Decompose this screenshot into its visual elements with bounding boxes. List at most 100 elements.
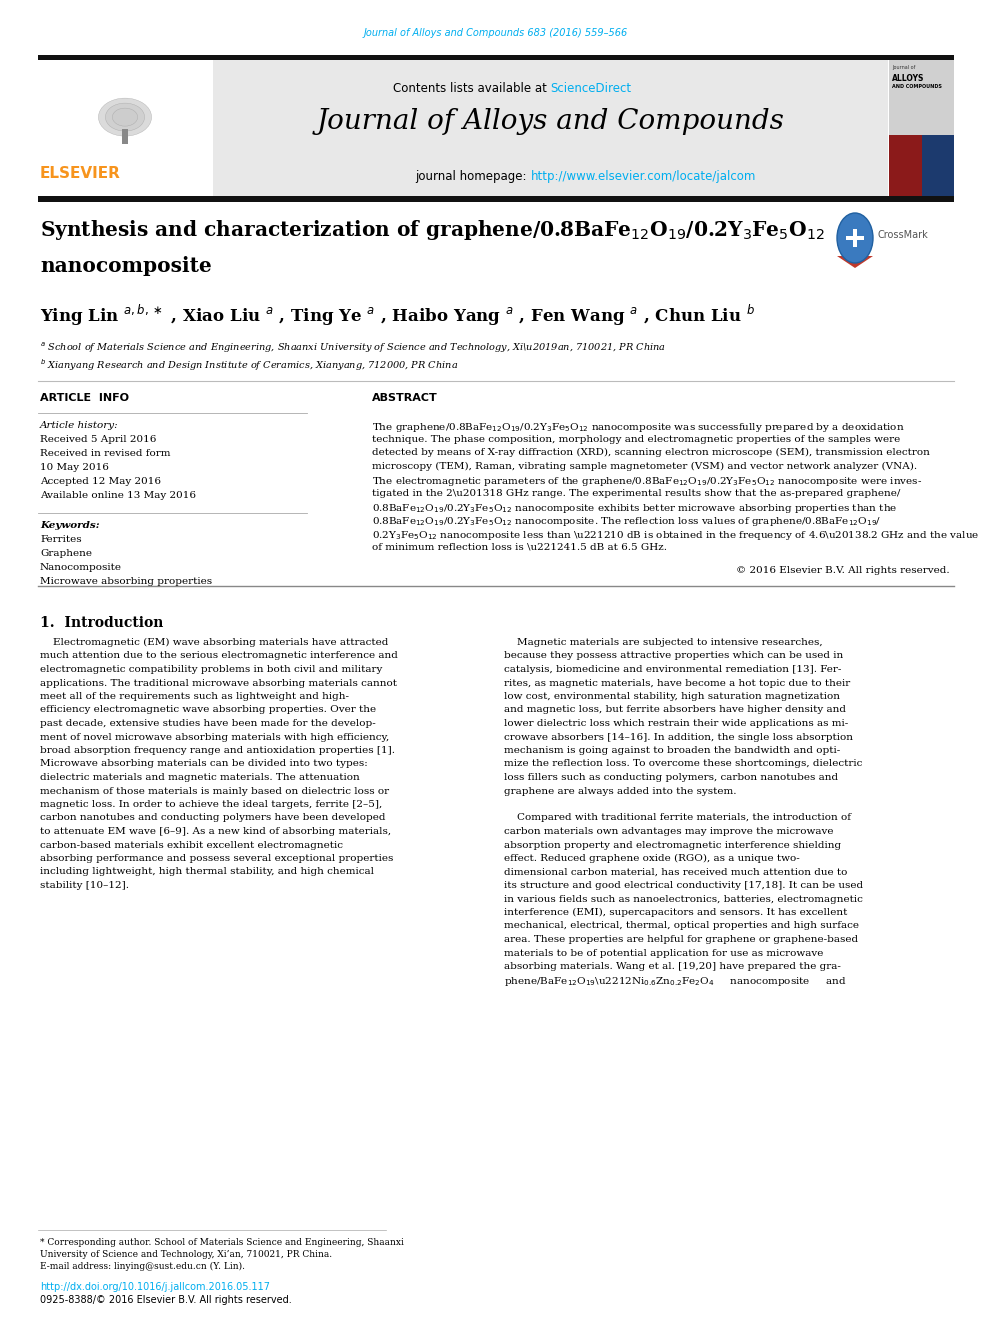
Text: 0925-8388/© 2016 Elsevier B.V. All rights reserved.: 0925-8388/© 2016 Elsevier B.V. All right… [40,1295,292,1304]
Text: absorbing materials. Wang et al. [19,20] have prepared the gra-: absorbing materials. Wang et al. [19,20]… [504,962,841,971]
Text: absorption property and electromagnetic interference shielding: absorption property and electromagnetic … [504,840,841,849]
Text: Graphene: Graphene [40,549,92,558]
Text: much attention due to the serious electromagnetic interference and: much attention due to the serious electr… [40,651,398,660]
Text: detected by means of X-ray diffraction (XRD), scanning electron microscope (SEM): detected by means of X-ray diffraction (… [372,448,930,458]
Bar [922,135,954,196]
Text: Received in revised form: Received in revised form [40,448,171,458]
Text: 0.8BaFe$_{12}$O$_{19}$/0.2Y$_3$Fe$_5$O$_{12}$ nanocomposite exhibits better micr: 0.8BaFe$_{12}$O$_{19}$/0.2Y$_3$Fe$_5$O$_… [372,501,898,515]
Text: including lightweight, high thermal stability, and high chemical: including lightweight, high thermal stab… [40,868,374,877]
Ellipse shape [837,213,873,263]
Text: of minimum reflection loss is \u221241.5 dB at 6.5 GHz.: of minimum reflection loss is \u221241.5… [372,542,668,552]
Bar [38,56,954,60]
Text: dimensional carbon material, has received much attention due to: dimensional carbon material, has receive… [504,868,847,877]
Text: dielectric materials and magnetic materials. The attenuation: dielectric materials and magnetic materi… [40,773,360,782]
Text: mechanism is going against to broaden the bandwidth and opti-: mechanism is going against to broaden th… [504,746,840,755]
Text: crowave absorbers [14–16]. In addition, the single loss absorption: crowave absorbers [14–16]. In addition, … [504,733,853,741]
Ellipse shape [98,98,152,136]
Text: 0.8BaFe$_{12}$O$_{19}$/0.2Y$_3$Fe$_5$O$_{12}$ nanocomposite. The reflection loss: 0.8BaFe$_{12}$O$_{19}$/0.2Y$_3$Fe$_5$O$_… [372,516,882,528]
Text: meet all of the requirements such as lightweight and high-: meet all of the requirements such as lig… [40,692,349,701]
Text: $^{b}$ Xianyang Research and Design Institute of Ceramics, Xianyang, 712000, PR : $^{b}$ Xianyang Research and Design Inst… [40,357,458,373]
Text: ALLOYS: ALLOYS [892,74,925,83]
Text: Contents lists available at: Contents lists available at [393,82,551,95]
Text: Synthesis and characterization of graphene/0.8BaFe$_{12}$O$_{19}$/0.2Y$_3$Fe$_5$: Synthesis and characterization of graphe… [40,218,824,242]
Text: loss fillers such as conducting polymers, carbon nanotubes and: loss fillers such as conducting polymers… [504,773,838,782]
Text: ScienceDirect: ScienceDirect [551,82,632,95]
Text: * Corresponding author. School of Materials Science and Engineering, Shaanxi: * Corresponding author. School of Materi… [40,1238,404,1248]
Text: mechanism of those materials is mainly based on dielectric loss or: mechanism of those materials is mainly b… [40,786,389,795]
Text: University of Science and Technology, Xi’an, 710021, PR China.: University of Science and Technology, Xi… [40,1250,332,1259]
Text: Microwave absorbing properties: Microwave absorbing properties [40,577,212,586]
Text: magnetic loss. In order to achieve the ideal targets, ferrite [2–5],: magnetic loss. In order to achieve the i… [40,800,382,808]
Text: The graphene/0.8BaFe$_{12}$O$_{19}$/0.2Y$_3$Fe$_5$O$_{12}$ nanocomposite was suc: The graphene/0.8BaFe$_{12}$O$_{19}$/0.2Y… [372,421,905,434]
Text: area. These properties are helpful for graphene or graphene-based: area. These properties are helpful for g… [504,935,858,945]
Text: Nanocomposite: Nanocomposite [40,564,122,572]
Text: broad absorption frequency range and antioxidation properties [1].: broad absorption frequency range and ant… [40,746,395,755]
Bar [38,196,954,202]
Text: ELSEVIER: ELSEVIER [40,165,121,181]
Text: 0.2Y$_3$Fe$_5$O$_{12}$ nanocomposite less than \u221210 dB is obtained in the fr: 0.2Y$_3$Fe$_5$O$_{12}$ nanocomposite les… [372,529,980,542]
Text: Magnetic materials are subjected to intensive researches,: Magnetic materials are subjected to inte… [504,638,822,647]
Text: rites, as magnetic materials, have become a hot topic due to their: rites, as magnetic materials, have becom… [504,679,850,688]
Text: http://dx.doi.org/10.1016/j.jallcom.2016.05.117: http://dx.doi.org/10.1016/j.jallcom.2016… [40,1282,270,1293]
Text: materials to be of potential application for use as microwave: materials to be of potential application… [504,949,823,958]
Text: Keywords:: Keywords: [40,521,99,531]
Text: graphene are always added into the system.: graphene are always added into the syste… [504,786,736,795]
Text: Compared with traditional ferrite materials, the introduction of: Compared with traditional ferrite materi… [504,814,851,823]
Text: and magnetic loss, but ferrite absorbers have higher density and: and magnetic loss, but ferrite absorbers… [504,705,846,714]
Bar [122,130,128,144]
Bar [846,235,864,239]
Text: 1.  Introduction: 1. Introduction [40,617,164,630]
Bar [889,135,954,196]
Text: tigated in the 2\u201318 GHz range. The experimental results show that the as-pr: tigated in the 2\u201318 GHz range. The … [372,488,901,497]
Text: stability [10–12].: stability [10–12]. [40,881,129,890]
Text: in various fields such as nanoelectronics, batteries, electromagnetic: in various fields such as nanoelectronic… [504,894,863,904]
Text: Available online 13 May 2016: Available online 13 May 2016 [40,491,196,500]
Text: E-mail address: linying@sust.edu.cn (Y. Lin).: E-mail address: linying@sust.edu.cn (Y. … [40,1262,245,1271]
Text: electromagnetic compatibility problems in both civil and military: electromagnetic compatibility problems i… [40,665,382,673]
Text: applications. The traditional microwave absorbing materials cannot: applications. The traditional microwave … [40,679,397,688]
Text: to attenuate EM wave [6–9]. As a new kind of absorbing materials,: to attenuate EM wave [6–9]. As a new kin… [40,827,391,836]
Text: Received 5 April 2016: Received 5 April 2016 [40,435,157,445]
Ellipse shape [105,103,145,131]
Text: Journal of: Journal of [892,65,916,70]
Text: http://www.elsevier.com/locate/jalcom: http://www.elsevier.com/locate/jalcom [531,169,756,183]
Text: phene/BaFe$_{12}$O$_{19}$\u2212Ni$_{0.6}$Zn$_{0.2}$Fe$_2$O$_4$     nanocomposite: phene/BaFe$_{12}$O$_{19}$\u2212Ni$_{0.6}… [504,975,846,988]
Text: past decade, extensive studies have been made for the develop-: past decade, extensive studies have been… [40,718,376,728]
Text: Electromagnetic (EM) wave absorbing materials have attracted: Electromagnetic (EM) wave absorbing mate… [40,638,389,647]
Text: technique. The phase composition, morphology and electromagnetic properties of t: technique. The phase composition, morpho… [372,434,901,443]
Text: its structure and good electrical conductivity [17,18]. It can be used: its structure and good electrical conduc… [504,881,863,890]
Bar [213,60,888,196]
Text: ABSTRACT: ABSTRACT [372,393,438,404]
Text: nanocomposite: nanocomposite [40,255,211,277]
Text: mechanical, electrical, thermal, optical properties and high surface: mechanical, electrical, thermal, optical… [504,922,859,930]
Text: catalysis, biomedicine and environmental remediation [13]. Fer-: catalysis, biomedicine and environmental… [504,665,841,673]
Text: carbon-based materials exhibit excellent electromagnetic: carbon-based materials exhibit excellent… [40,840,343,849]
Text: © 2016 Elsevier B.V. All rights reserved.: © 2016 Elsevier B.V. All rights reserved… [736,566,950,576]
Text: $^{a}$ School of Materials Science and Engineering, Shaanxi University of Scienc: $^{a}$ School of Materials Science and E… [40,341,666,356]
Text: microscopy (TEM), Raman, vibrating sample magnetometer (VSM) and vector network : microscopy (TEM), Raman, vibrating sampl… [372,462,918,471]
Text: because they possess attractive properties which can be used in: because they possess attractive properti… [504,651,843,660]
Text: Accepted 12 May 2016: Accepted 12 May 2016 [40,478,161,486]
Text: carbon materials own advantages may improve the microwave: carbon materials own advantages may impr… [504,827,833,836]
Text: efficiency electromagnetic wave absorbing properties. Over the: efficiency electromagnetic wave absorbin… [40,705,376,714]
Text: Journal of Alloys and Compounds 683 (2016) 559–566: Journal of Alloys and Compounds 683 (201… [364,28,628,38]
Text: ARTICLE  INFO: ARTICLE INFO [40,393,129,404]
Text: The electromagnetic parameters of the graphene/0.8BaFe$_{12}$O$_{19}$/0.2Y$_3$Fe: The electromagnetic parameters of the gr… [372,475,923,488]
Text: carbon nanotubes and conducting polymers have been developed: carbon nanotubes and conducting polymers… [40,814,386,823]
Text: CrossMark: CrossMark [877,230,928,239]
Text: Journal of Alloys and Compounds: Journal of Alloys and Compounds [316,108,785,135]
Text: Microwave absorbing materials can be divided into two types:: Microwave absorbing materials can be div… [40,759,368,769]
Text: Ying Lin $^{a,b,\ast}$ , Xiao Liu $^{a}$ , Ting Ye $^{a}$ , Haibo Yang $^{a}$ , : Ying Lin $^{a,b,\ast}$ , Xiao Liu $^{a}$… [40,303,755,328]
Text: lower dielectric loss which restrain their wide applications as mi-: lower dielectric loss which restrain the… [504,718,848,728]
Text: Article history:: Article history: [40,421,119,430]
Text: 10 May 2016: 10 May 2016 [40,463,109,472]
Text: absorbing performance and possess several exceptional properties: absorbing performance and possess severa… [40,855,394,863]
Polygon shape [837,255,873,269]
Text: Ferrites: Ferrites [40,534,81,544]
Text: mize the reflection loss. To overcome these shortcomings, dielectric: mize the reflection loss. To overcome th… [504,759,862,769]
Bar [38,60,213,196]
Bar [853,229,857,247]
Text: low cost, environmental stability, high saturation magnetization: low cost, environmental stability, high … [504,692,840,701]
Ellipse shape [112,108,138,126]
Bar [889,60,954,196]
